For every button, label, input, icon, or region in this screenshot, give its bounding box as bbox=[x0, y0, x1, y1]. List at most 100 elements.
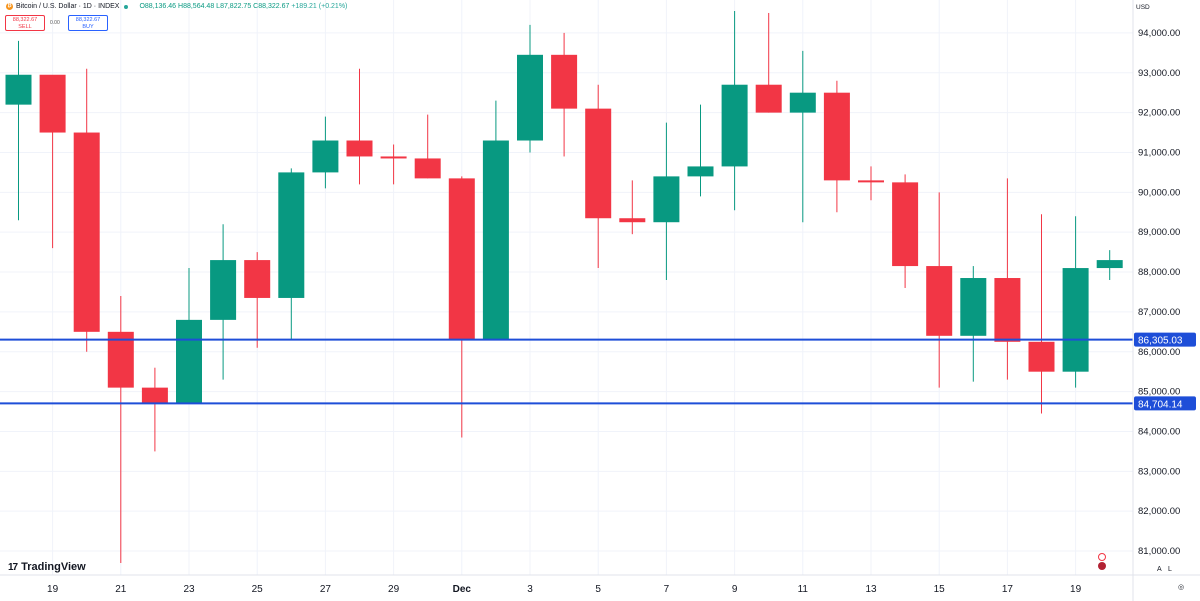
candle-body[interactable] bbox=[585, 108, 612, 219]
tradingview-logo-icon: 17 bbox=[8, 561, 18, 573]
candle-body[interactable] bbox=[278, 172, 305, 298]
tradingview-logo[interactable]: 17 TradingView bbox=[8, 561, 86, 573]
candle[interactable] bbox=[107, 295, 134, 563]
candle[interactable] bbox=[585, 84, 612, 269]
candle[interactable] bbox=[448, 176, 475, 438]
candle-body[interactable] bbox=[176, 319, 202, 404]
candle[interactable] bbox=[73, 68, 100, 352]
x-tick-label: 17 bbox=[1002, 584, 1014, 595]
chart-header: ₿ Bitcoin / U.S. Dollar · 1D · INDEX O88… bbox=[6, 3, 347, 10]
low-value: L87,822.75 bbox=[216, 3, 252, 10]
candle[interactable] bbox=[176, 268, 202, 404]
candle-body[interactable] bbox=[789, 92, 816, 113]
symbol-title[interactable]: Bitcoin / U.S. Dollar · 1D · INDEX bbox=[16, 3, 120, 10]
candle-body[interactable] bbox=[1062, 268, 1089, 372]
buy-button[interactable]: 88,322.67 BUY bbox=[68, 15, 108, 31]
candle[interactable] bbox=[39, 74, 66, 249]
candles[interactable] bbox=[5, 10, 1123, 563]
alert-icon[interactable] bbox=[1098, 553, 1106, 561]
candle[interactable] bbox=[244, 252, 271, 348]
x-tick-label: 19 bbox=[1070, 584, 1082, 595]
candle[interactable] bbox=[1096, 250, 1123, 281]
candle-body[interactable] bbox=[687, 166, 714, 177]
candle-body[interactable] bbox=[1096, 260, 1123, 269]
candle[interactable] bbox=[517, 24, 543, 153]
candle-body[interactable] bbox=[141, 387, 168, 404]
candle-body[interactable] bbox=[517, 54, 543, 141]
candle-body[interactable] bbox=[721, 84, 748, 167]
y-tick-label: 85,000.00 bbox=[1138, 387, 1180, 398]
candle-body[interactable] bbox=[858, 180, 884, 183]
candle[interactable] bbox=[210, 224, 237, 380]
x-tick-label: 3 bbox=[527, 584, 533, 595]
high-value: H88,564.48 bbox=[178, 3, 215, 10]
candle-body[interactable] bbox=[5, 74, 32, 105]
candle[interactable] bbox=[346, 68, 373, 185]
candle[interactable] bbox=[858, 166, 884, 201]
candle-body[interactable] bbox=[73, 132, 100, 332]
candle[interactable] bbox=[312, 116, 339, 189]
log-scale-toggle[interactable]: L bbox=[1168, 566, 1172, 573]
settings-icon[interactable]: ◎ bbox=[1178, 584, 1185, 591]
candle[interactable] bbox=[892, 174, 919, 288]
sell-button[interactable]: 88,322.67 SELL bbox=[5, 15, 45, 31]
candle[interactable] bbox=[5, 40, 32, 221]
candle[interactable] bbox=[414, 114, 441, 179]
candle-body[interactable] bbox=[892, 182, 919, 267]
candle-body[interactable] bbox=[380, 156, 407, 159]
currency-selector[interactable]: USD bbox=[1136, 4, 1150, 11]
candle[interactable] bbox=[141, 367, 168, 452]
candle-body[interactable] bbox=[312, 140, 339, 173]
candle[interactable] bbox=[687, 104, 714, 197]
auto-scale-toggle[interactable]: A bbox=[1157, 566, 1162, 573]
candle-body[interactable] bbox=[619, 218, 646, 223]
candle-body[interactable] bbox=[1028, 341, 1055, 372]
x-tick-label: 7 bbox=[664, 584, 670, 595]
candle-body[interactable] bbox=[653, 176, 680, 223]
candle-body[interactable] bbox=[994, 278, 1021, 342]
y-tick-label: 82,000.00 bbox=[1138, 506, 1180, 517]
candle[interactable] bbox=[278, 168, 305, 340]
candle-body[interactable] bbox=[346, 140, 373, 157]
candle[interactable] bbox=[1028, 214, 1055, 414]
candle[interactable] bbox=[994, 178, 1021, 380]
y-tick-label: 94,000.00 bbox=[1138, 28, 1180, 39]
candle-body[interactable] bbox=[482, 140, 509, 340]
candle-body[interactable] bbox=[926, 266, 953, 336]
candle[interactable] bbox=[789, 50, 816, 223]
buy-label: BUY bbox=[82, 24, 94, 30]
candle-body[interactable] bbox=[39, 74, 66, 133]
level-price-tag bbox=[1134, 332, 1196, 347]
candle[interactable] bbox=[926, 192, 953, 388]
candle[interactable] bbox=[380, 144, 407, 185]
candle[interactable] bbox=[823, 80, 850, 213]
candle-body[interactable] bbox=[960, 278, 987, 336]
candle[interactable] bbox=[619, 180, 646, 235]
candle-body[interactable] bbox=[823, 92, 850, 181]
level-price-label: 84,704.14 bbox=[1138, 399, 1183, 410]
candle-body[interactable] bbox=[755, 84, 782, 113]
candle[interactable] bbox=[1062, 216, 1089, 388]
us-flag-icon[interactable] bbox=[1098, 562, 1106, 570]
buy-price: 88,322.67 bbox=[75, 17, 101, 23]
candle[interactable] bbox=[482, 100, 509, 340]
y-tick-label: 91,000.00 bbox=[1138, 147, 1180, 158]
level-price-tag bbox=[1134, 396, 1196, 411]
candle-body[interactable] bbox=[210, 260, 237, 320]
candle[interactable] bbox=[653, 122, 680, 281]
candle-body[interactable] bbox=[448, 178, 475, 340]
candle-body[interactable] bbox=[107, 331, 134, 388]
candle[interactable] bbox=[960, 266, 987, 382]
candle-body[interactable] bbox=[414, 158, 441, 179]
candle-body[interactable] bbox=[244, 260, 271, 298]
candle[interactable] bbox=[551, 32, 578, 157]
y-tick-label: 93,000.00 bbox=[1138, 68, 1180, 79]
candle-body[interactable] bbox=[551, 54, 578, 109]
candle[interactable] bbox=[721, 10, 748, 211]
horizontal-levels[interactable]: 86,305.03 84,704.14 bbox=[0, 332, 1196, 411]
level-price-label: 86,305.03 bbox=[1138, 336, 1183, 347]
candle[interactable] bbox=[755, 12, 782, 113]
y-tick-label: 89,000.00 bbox=[1138, 227, 1180, 238]
